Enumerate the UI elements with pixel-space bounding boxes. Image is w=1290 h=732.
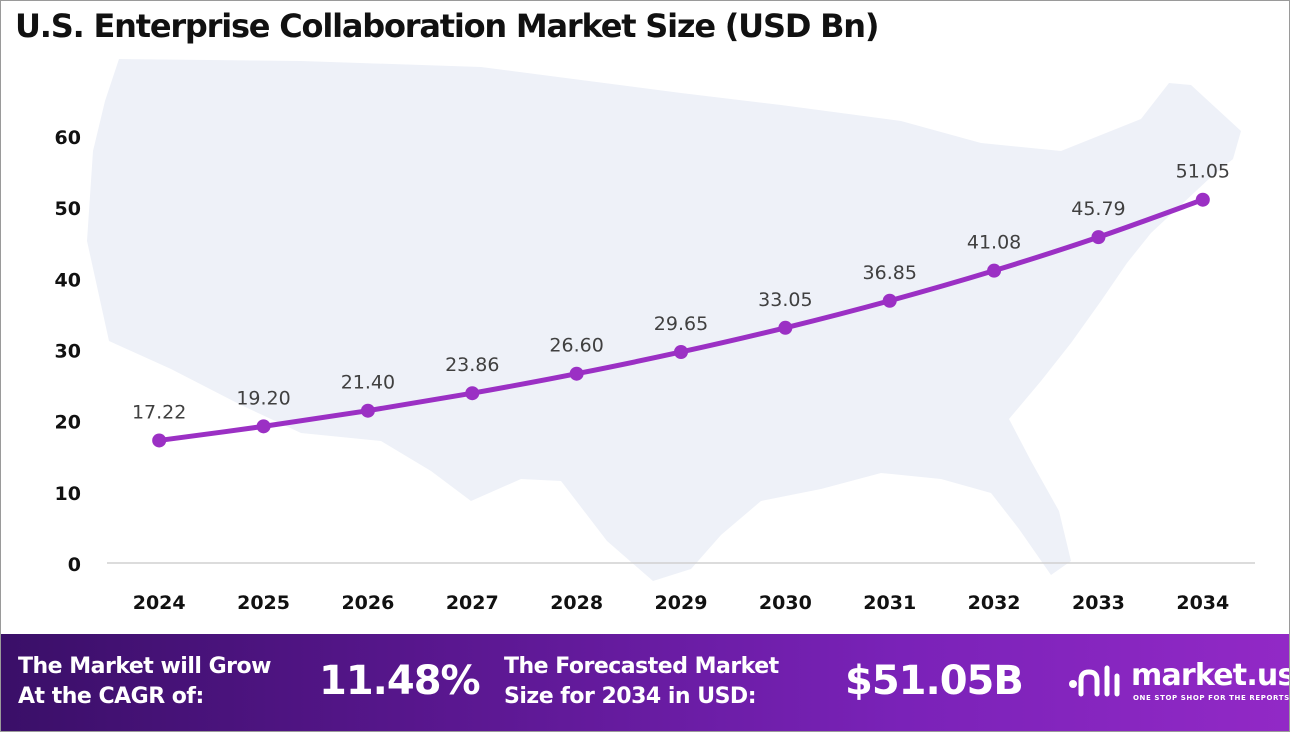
logo-tagline: ONE STOP SHOP FOR THE REPORTS (1133, 694, 1290, 702)
data-point (360, 403, 375, 418)
data-label: 36.85 (863, 262, 917, 284)
forecast-value: $51.05B (845, 658, 1024, 704)
y-tick-label: 30 (55, 341, 81, 363)
forecast-caption-line1: The Forecasted Market (504, 654, 779, 679)
y-tick-label: 0 (68, 554, 81, 576)
data-labels: 17.22 19.20 21.40 23.86 26.60 29.65 33.05 36.85… (132, 161, 1230, 424)
x-tick-label: 2033 (1072, 592, 1125, 614)
data-label: 51.05 (1176, 161, 1230, 183)
data-point (465, 386, 480, 401)
x-tick-label: 2026 (341, 592, 394, 614)
data-points (152, 192, 1210, 448)
cagr-caption-line1: The Market will Grow (18, 654, 271, 679)
x-tick-label: 2027 (446, 592, 499, 614)
market-us-logo[interactable]: market.us ONE STOP SHOP FOR THE REPORTS (1067, 658, 1289, 708)
data-label: 26.60 (549, 335, 603, 357)
market-us-logo-icon (1069, 665, 1120, 697)
data-point (152, 433, 167, 448)
data-label: 19.20 (236, 387, 290, 409)
data-point (569, 366, 584, 381)
cagr-value: 11.48% (319, 658, 481, 704)
x-tick-label: 2029 (655, 592, 708, 614)
data-point (1091, 230, 1106, 245)
x-tick-label: 2034 (1176, 592, 1229, 614)
x-tick-label: 2031 (863, 592, 916, 614)
data-label: 17.22 (132, 401, 186, 423)
x-tick-label: 2024 (133, 592, 186, 614)
data-point (987, 263, 1002, 278)
data-label: 29.65 (654, 313, 708, 335)
data-point (256, 419, 271, 434)
data-label: 21.40 (341, 372, 395, 394)
data-label: 41.08 (967, 232, 1021, 254)
cagr-caption-line2: At the CAGR of: (18, 684, 204, 709)
data-label: 45.79 (1071, 198, 1125, 220)
data-point (674, 344, 688, 359)
x-tick-label: 2030 (759, 592, 812, 614)
y-tick-label: 10 (55, 483, 81, 505)
y-axis: 0 10 20 30 40 50 60 (55, 127, 81, 576)
logo-name: market.us (1131, 658, 1290, 693)
x-axis: 2024 2025 2026 2027 2028 2029 2030 2031 2032 2033… (133, 592, 1230, 614)
x-tick-label: 2025 (237, 592, 290, 614)
cagr-caption: The Market will Grow At the CAGR of: (18, 652, 271, 712)
y-tick-label: 50 (55, 198, 81, 220)
y-tick-label: 40 (55, 269, 81, 291)
data-point (882, 293, 897, 308)
y-tick-label: 60 (55, 127, 81, 149)
data-point (778, 320, 793, 335)
footer-banner: The Market will Grow At the CAGR of: 11.… (1, 634, 1289, 731)
x-tick-label: 2028 (550, 592, 603, 614)
data-point (1195, 192, 1210, 207)
data-label: 33.05 (758, 289, 812, 311)
forecast-caption: The Forecasted Market Size for 2034 in U… (504, 652, 779, 712)
chart-title: U.S. Enterprise Collaboration Market Siz… (15, 7, 880, 45)
us-map-background (87, 59, 1241, 581)
y-tick-label: 20 (55, 412, 81, 434)
x-tick-label: 2032 (968, 592, 1021, 614)
data-label: 23.86 (445, 354, 499, 376)
forecast-caption-line2: Size for 2034 in USD: (504, 684, 756, 709)
